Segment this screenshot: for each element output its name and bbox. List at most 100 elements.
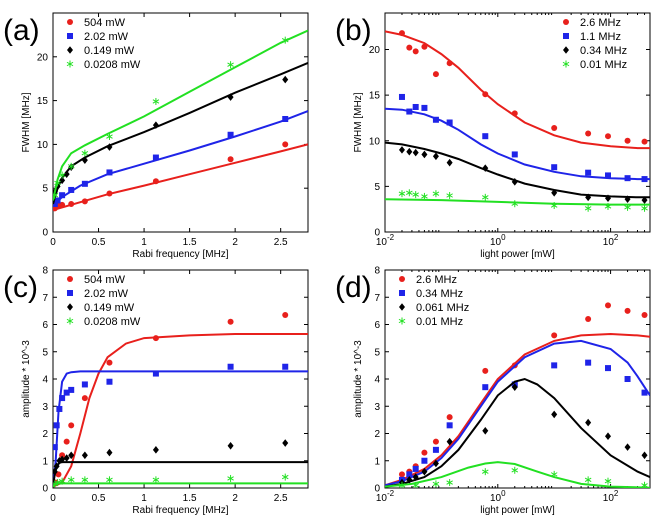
star-marker-stroke	[66, 318, 74, 324]
panel-c: 0 1 2 3 4 5 6 7 8 0 0.5 1 1.5 2 2.5 Rabi frequency [MHz…	[3, 266, 309, 516]
data-point-series-4	[412, 481, 419, 488]
fit-curve-2	[385, 107, 650, 181]
star-marker-stroke	[398, 318, 406, 324]
data-point-series-2	[53, 200, 58, 207]
panel-label: (a)	[3, 14, 40, 47]
y-tick-label: 4	[42, 375, 48, 386]
star-marker-stroke	[412, 483, 419, 488]
y-tick-label: 0	[42, 484, 48, 495]
y-tick-label: 7	[374, 293, 380, 304]
data-point-series-1	[106, 190, 113, 197]
legend-marker	[398, 317, 406, 325]
x-tick-base: 2	[232, 237, 238, 248]
legend-marker	[67, 276, 73, 282]
data-point-series-4	[624, 203, 631, 211]
x-tick-base: 1.5	[183, 237, 197, 248]
data-point-series-3	[624, 443, 631, 451]
legend: 2.6 MHz 1.1 MHz 0.34 MHz 0.01 MHz	[562, 17, 627, 71]
fit-curve-2	[385, 339, 650, 487]
data-point-series-1	[227, 318, 234, 325]
legend: 504 mW 2.02 mW 0.149 mW 0.0208 mW	[66, 274, 141, 328]
x-tick-label: 0.5	[92, 493, 106, 504]
legend-label: 2.6 MHz	[416, 274, 457, 286]
data-point-series-2	[585, 359, 592, 366]
legend-marker	[563, 46, 569, 54]
data-point-series-2	[59, 192, 66, 199]
data-point-series-4	[152, 476, 160, 484]
x-tick-exponent: 0	[501, 233, 506, 242]
data-point-series-3	[605, 432, 612, 441]
data-point-series-2	[605, 365, 612, 372]
x-tick-label: 0	[50, 493, 56, 504]
data-point-series-4	[550, 470, 558, 478]
y-axis-label: FWHM [MHz]	[353, 92, 364, 152]
star-marker-stroke	[81, 150, 89, 156]
y-tick-label: 3	[374, 402, 380, 413]
data-point-series-2	[68, 186, 75, 193]
star-marker-stroke	[641, 483, 648, 488]
data-point-series-3	[585, 193, 592, 202]
data-point-series-3	[511, 178, 518, 186]
star-marker-stroke	[481, 195, 489, 200]
legend-label: 2.02 mW	[84, 288, 129, 300]
data-point-series-3	[432, 459, 439, 468]
x-tick-exponent: -2	[387, 233, 395, 242]
fit-curve-4	[53, 29, 308, 201]
data-point-series-4	[406, 189, 413, 197]
x-axis-label: Rabi frequency [MHz]	[132, 249, 228, 260]
x-axis-label: light power [mW]	[480, 249, 555, 260]
data-point-series-2	[446, 422, 453, 429]
data-point-series-3	[53, 462, 60, 470]
data-point-series-1	[421, 43, 428, 50]
data-point-series-2	[624, 175, 631, 182]
data-point-series-4	[81, 476, 89, 484]
data-point-series-1	[432, 71, 439, 78]
y-tick-label: 0	[42, 228, 48, 239]
data-point-series-2	[106, 169, 113, 176]
fit-curve-2	[53, 370, 308, 486]
data-point-series-4	[584, 204, 592, 212]
data-point-series-4	[54, 179, 61, 187]
data-point-series-2	[282, 115, 289, 122]
star-marker-stroke	[550, 203, 558, 208]
data-point-series-2	[406, 471, 413, 478]
legend-marker	[66, 317, 74, 325]
data-point-series-1	[63, 438, 70, 445]
data-point-series-2	[398, 93, 405, 100]
data-point-series-1	[152, 335, 159, 342]
data-point-series-4	[281, 473, 289, 481]
x-tick-label: 2	[232, 237, 238, 248]
data-point-series-1	[605, 133, 612, 140]
y-axis-label: amplitude * 10^-3	[21, 340, 32, 418]
panel-label: (c)	[3, 271, 38, 304]
star-marker-stroke	[604, 204, 612, 209]
data-point-series-4	[227, 474, 234, 482]
x-tick-label: 0	[50, 237, 56, 248]
legend-marker	[67, 33, 73, 39]
x-tick-label: 2.5	[274, 237, 288, 248]
data-point-series-3	[152, 121, 159, 129]
fit-curve-3	[53, 61, 308, 205]
star-marker-stroke	[227, 62, 234, 67]
legend-label: 2.02 mW	[84, 31, 129, 43]
data-point-series-4	[446, 192, 453, 199]
y-tick-label: 0	[374, 228, 380, 239]
data-point-series-3	[59, 176, 66, 185]
data-point-series-1	[641, 311, 648, 318]
fit-curve-1	[53, 333, 308, 488]
y-tick-label: 6	[42, 320, 48, 331]
data-point-series-2	[432, 446, 439, 453]
data-point-series-2	[53, 422, 60, 429]
data-point-series-3	[482, 164, 489, 172]
star-marker-stroke	[58, 479, 66, 484]
y-tick-label: 2	[42, 429, 48, 440]
legend-marker	[67, 303, 73, 311]
x-axis-label: Rabi frequency [MHz]	[132, 505, 228, 516]
star-marker-stroke	[106, 477, 113, 483]
data-point-series-2	[551, 164, 558, 171]
legend-label: 0.149 mW	[84, 302, 135, 314]
x-tick-base: 1.5	[183, 493, 197, 504]
data-point-series-2	[68, 386, 75, 393]
